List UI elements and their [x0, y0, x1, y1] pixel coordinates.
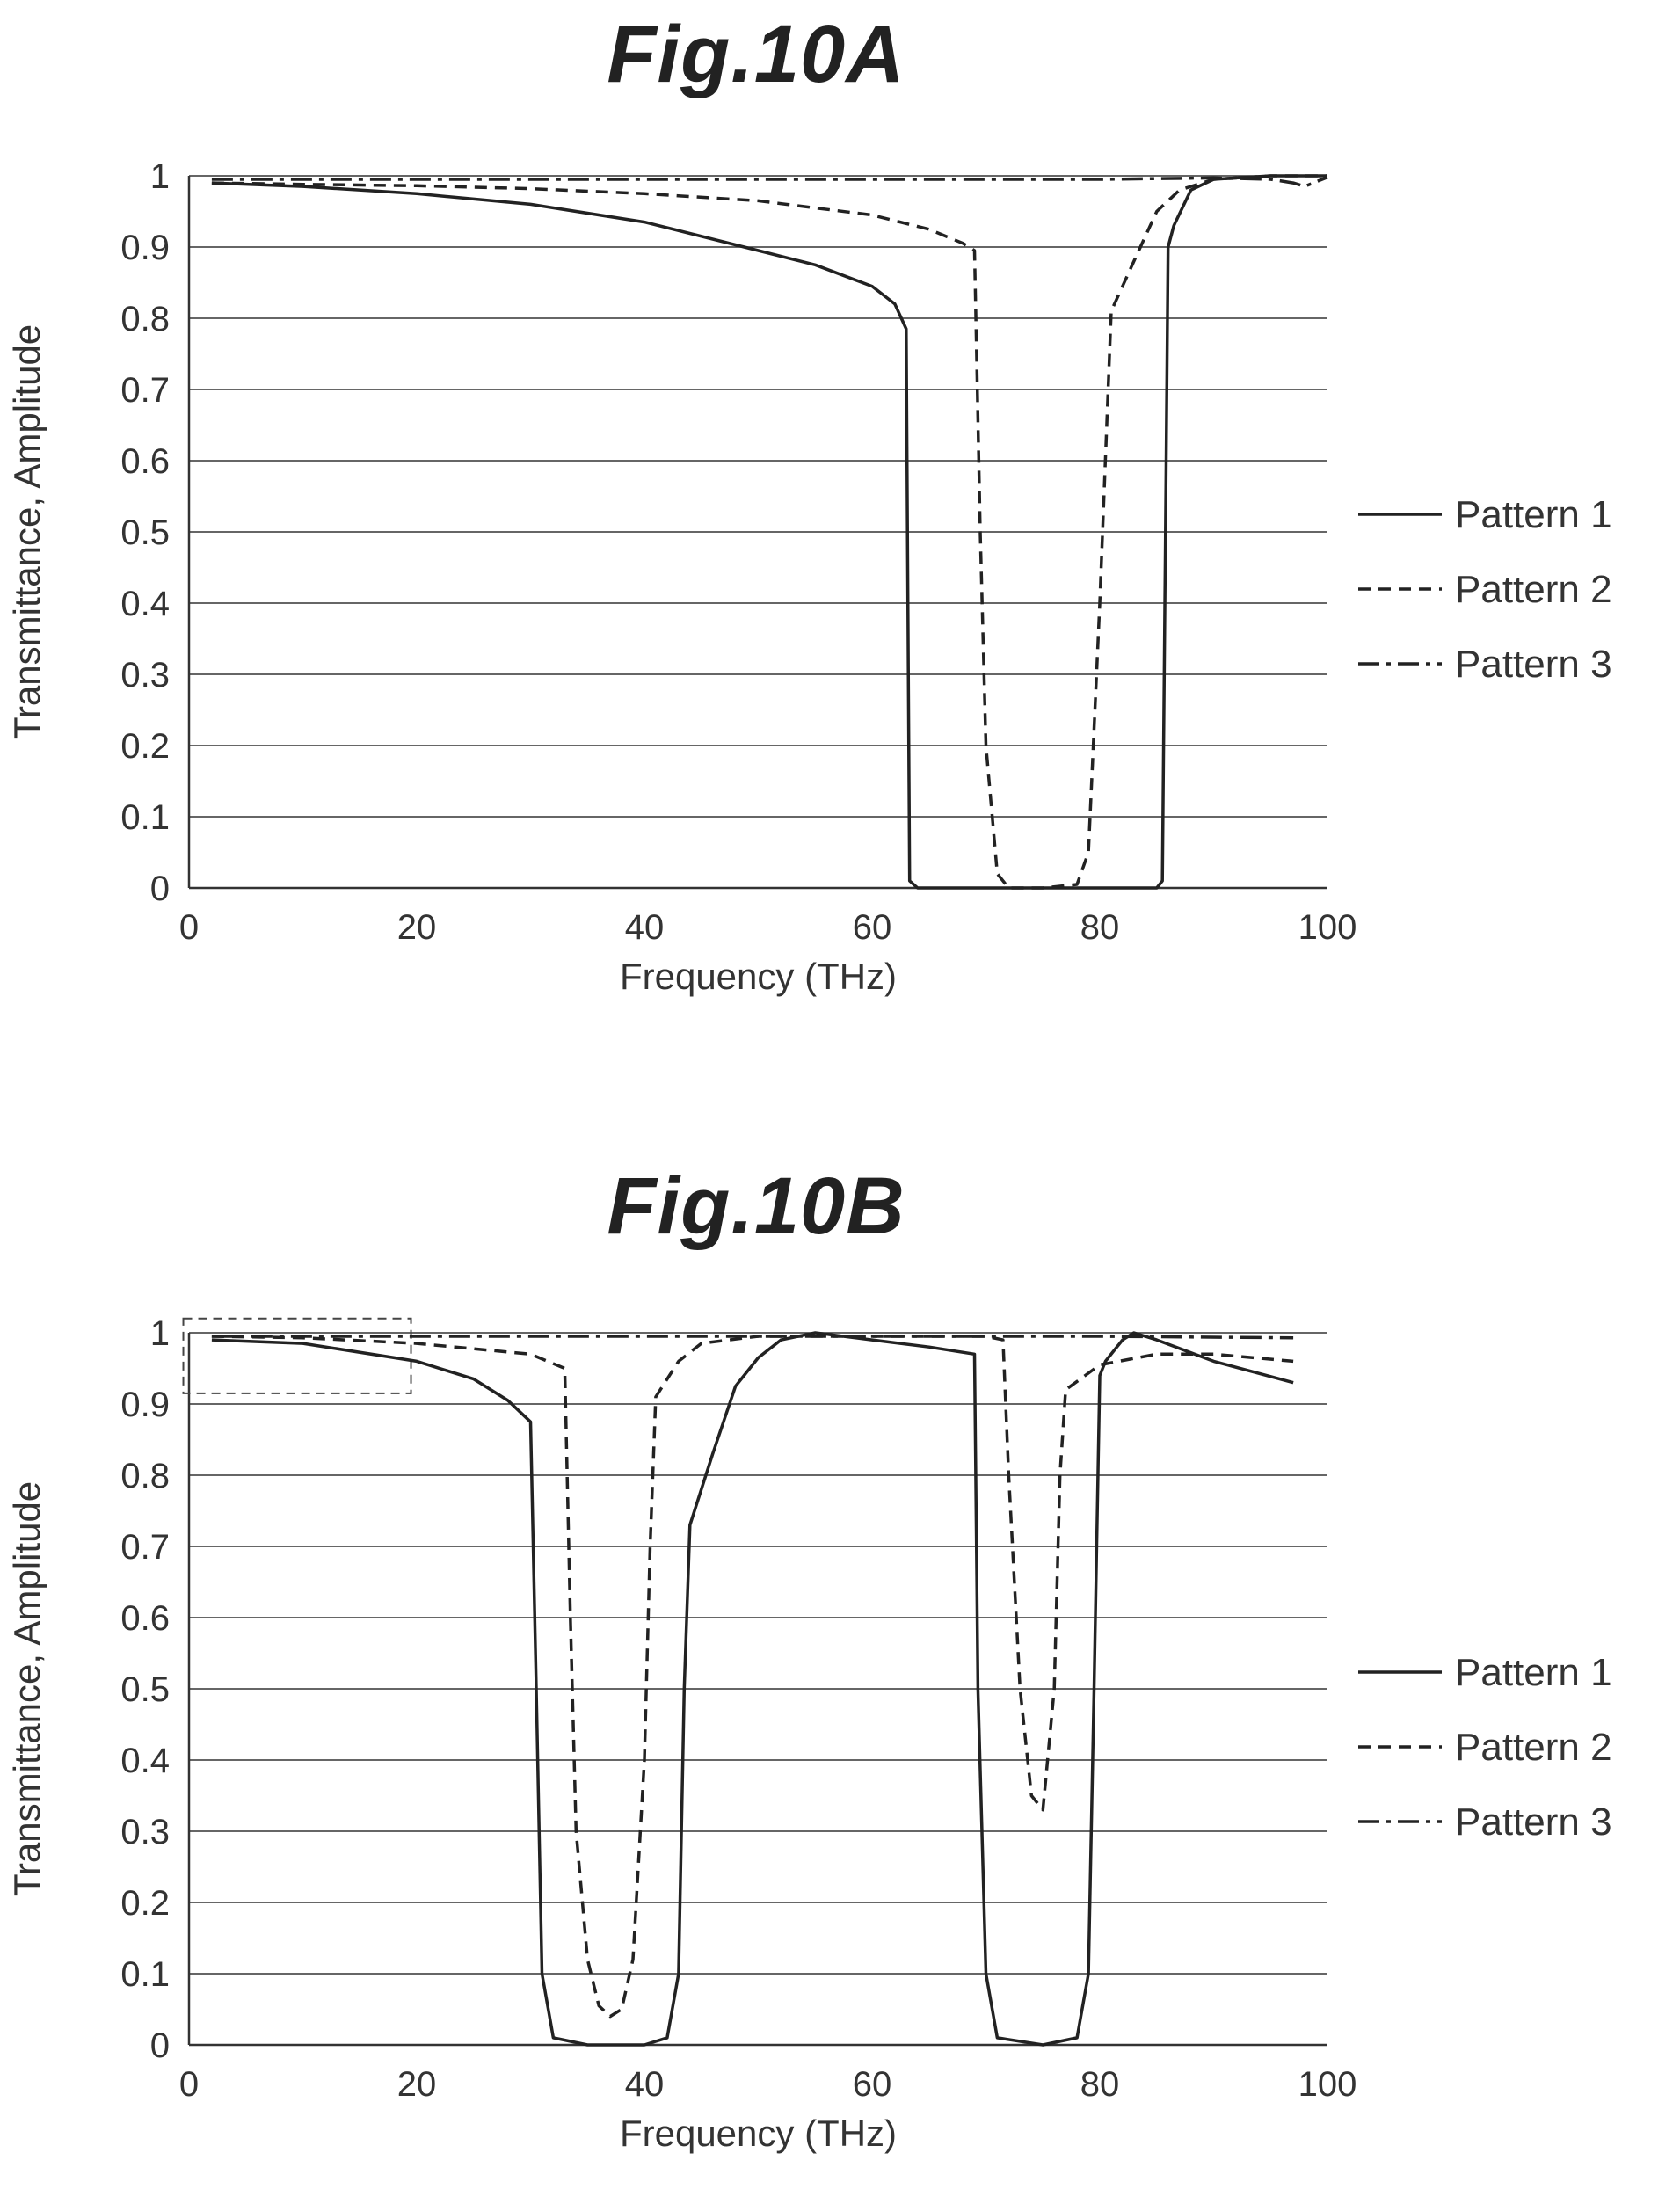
- y-tick-label: 0.5: [120, 1670, 170, 1709]
- x-axis-label: Frequency (THz): [620, 2113, 897, 2154]
- series-line-pattern-1: [211, 1331, 1294, 2047]
- y-tick-label: 0: [150, 869, 170, 908]
- y-tick-label: 0.9: [120, 1386, 170, 1424]
- y-tick-label: 0: [150, 2026, 170, 2065]
- legend-label: Pattern 1: [1455, 493, 1612, 536]
- y-tick-label: 0.4: [120, 1742, 170, 1780]
- y-tick-label: 0.1: [120, 798, 170, 837]
- y-tick-label: 0.2: [120, 727, 170, 766]
- y-tick-label: 0.7: [120, 1528, 170, 1567]
- chart-10b: 0 0.1 0.2 0.3 0.4 0.5 0.6 0.7 0.8 0.9 1 0 20 40 60 80 10…: [6, 1314, 1612, 2154]
- series-line-pattern-3: [211, 175, 1328, 188]
- y-tick-label: 0.5: [120, 513, 170, 552]
- legend-label: Pattern 3: [1455, 643, 1612, 686]
- series-line-pattern-2: [211, 1335, 1294, 2019]
- y-tick-label: 0.8: [120, 300, 170, 338]
- figure-title: Fig.10B: [607, 1161, 905, 1251]
- legend-label: Pattern 3: [1455, 1800, 1612, 1844]
- y-tick-label: 1: [150, 157, 170, 196]
- figure-10b: Fig.10B 0 0.1 0.2 0.3 0.4 0.5 0.6 0.7 0.8 0.9 1 0 20…: [0, 1152, 1680, 2204]
- y-tick-label: 0.6: [120, 442, 170, 481]
- y-tick-label: 0.8: [120, 1457, 170, 1495]
- y-tick-label: 0.3: [120, 1813, 170, 1851]
- x-tick-label: 20: [397, 908, 437, 947]
- y-tick-label: 0.9: [120, 229, 170, 267]
- x-tick-label: 60: [853, 908, 892, 947]
- chart-10a: 0 0.1 0.2 0.3 0.4 0.5 0.6 0.7 0.8 0.9 1 0 20 40 60 80 10…: [6, 157, 1612, 997]
- legend-label: Pattern 2: [1455, 1726, 1612, 1769]
- legend-label: Pattern 2: [1455, 568, 1612, 611]
- x-tick-label: 40: [625, 908, 665, 947]
- x-tick-label: 40: [625, 2065, 665, 2104]
- series-line-pattern-2: [211, 174, 1327, 890]
- y-tick-label: 0.3: [120, 656, 170, 695]
- x-tick-label: 0: [179, 908, 199, 947]
- figure-10a: Fig.10A 0 0.1 0.2 0.3 0.4 0.5 0.6 0.7 0.8 0.9 1 0 20…: [0, 0, 1680, 1064]
- y-tick-label: 0.6: [120, 1599, 170, 1638]
- x-tick-label: 80: [1080, 2065, 1120, 2104]
- x-tick-label: 100: [1298, 2065, 1357, 2104]
- series-line-pattern-1: [211, 174, 1327, 890]
- y-tick-label: 0.2: [120, 1884, 170, 1923]
- y-tick-label: 1: [150, 1314, 170, 1353]
- x-tick-label: 80: [1080, 908, 1120, 947]
- figure-title: Fig.10A: [607, 10, 905, 99]
- series-line-pattern-3: [211, 1335, 1294, 1340]
- legend-label: Pattern 1: [1455, 1651, 1612, 1694]
- x-axis-label: Frequency (THz): [620, 956, 897, 997]
- x-tick-label: 100: [1298, 908, 1357, 947]
- y-tick-label: 0.7: [120, 371, 170, 410]
- y-tick-label: 0.4: [120, 585, 170, 623]
- y-axis-label: Transmittance, Amplitude: [6, 1481, 47, 1896]
- x-tick-label: 60: [853, 2065, 892, 2104]
- x-tick-label: 20: [397, 2065, 437, 2104]
- y-axis-label: Transmittance, Amplitude: [6, 324, 47, 739]
- x-tick-label: 0: [179, 2065, 199, 2104]
- y-tick-label: 0.1: [120, 1955, 170, 1994]
